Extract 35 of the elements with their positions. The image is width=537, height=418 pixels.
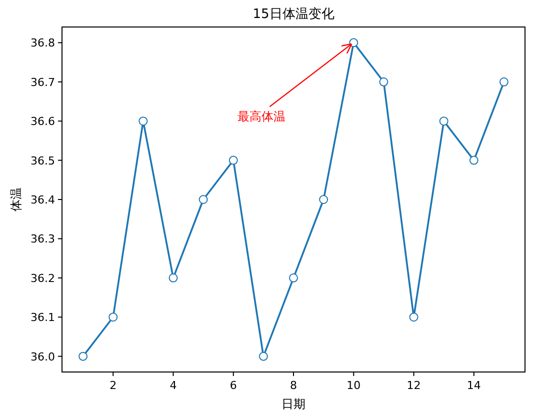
x-tick-label: 6 xyxy=(230,379,237,392)
point xyxy=(108,312,118,322)
y-tick-label: 36.5 xyxy=(30,154,55,168)
x-tick-label: 8 xyxy=(290,379,297,392)
point xyxy=(469,156,478,165)
y-tick-label: 36.0 xyxy=(30,350,55,364)
y-axis-title: 体温 xyxy=(9,188,23,212)
y-tick-label: 36.3 xyxy=(30,232,55,246)
point xyxy=(499,77,508,86)
point xyxy=(228,156,238,165)
y-tick-label: 36.6 xyxy=(30,115,55,128)
point xyxy=(319,195,328,204)
x-tick-label: 2 xyxy=(110,379,117,392)
point xyxy=(168,273,178,282)
point xyxy=(289,273,298,282)
y-tick-label: 36.1 xyxy=(30,311,55,324)
x-tick-label: 14 xyxy=(466,379,481,392)
point xyxy=(379,77,388,86)
y-tick-label: 36.2 xyxy=(30,272,55,285)
point xyxy=(78,352,88,361)
point xyxy=(258,352,268,361)
point xyxy=(138,116,148,126)
x-axis-title: 日期 xyxy=(282,397,306,411)
x-tick-label: 4 xyxy=(170,379,177,392)
x-tick-label: 12 xyxy=(406,379,421,392)
annotation: 最高体温 xyxy=(238,110,286,124)
y-tick-label: 36.7 xyxy=(30,76,55,89)
point xyxy=(349,38,358,48)
y-tick-label: 36.8 xyxy=(30,36,55,50)
y-tick-label: 36.4 xyxy=(30,194,55,206)
chart-title: 15日体温变化 xyxy=(252,7,334,22)
point xyxy=(198,195,208,204)
x-tick-label: 10 xyxy=(346,379,361,392)
point xyxy=(439,116,448,126)
point xyxy=(409,312,418,322)
